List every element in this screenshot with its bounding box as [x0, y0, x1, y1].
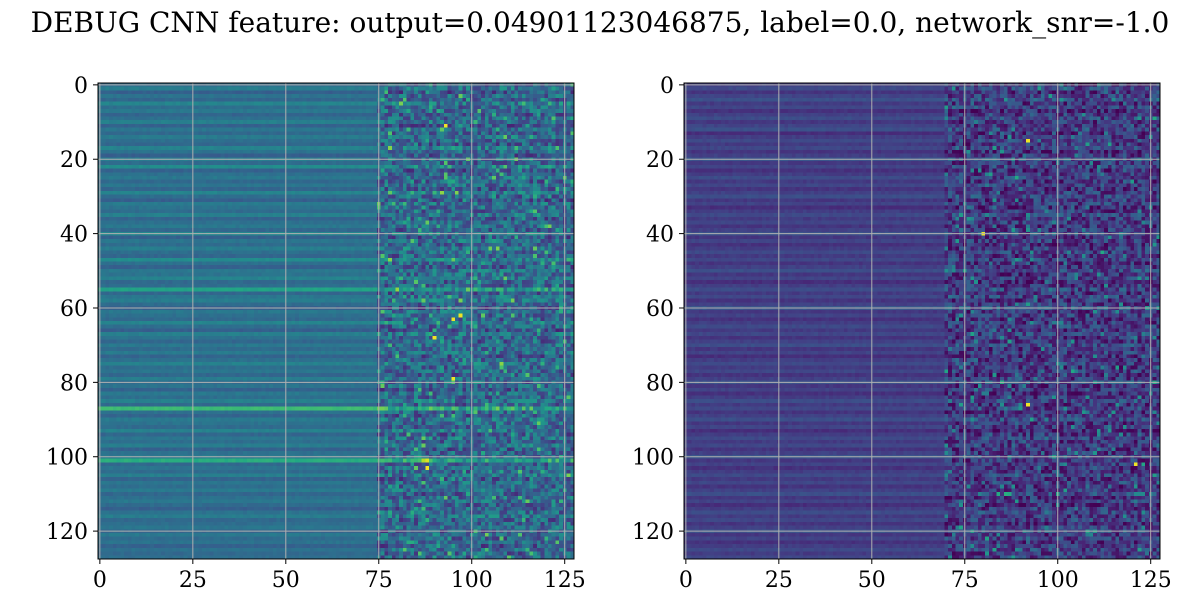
y-tick-label: 100	[46, 446, 88, 471]
axes-frame	[683, 82, 1161, 560]
heatmap-panel-right: 0 25 50 75 100 125 0 20 40 60 80 100 120	[632, 74, 1172, 593]
figure-title: DEBUG CNN feature: output=0.049011230468…	[30, 6, 1170, 39]
x-tick-label: 25	[179, 568, 207, 593]
heatmap-image	[98, 83, 574, 559]
y-tick-label: 20	[646, 148, 674, 173]
y-tick-label: 100	[632, 446, 674, 471]
x-tick-label: 50	[858, 568, 886, 593]
y-tick-label: 120	[46, 520, 88, 545]
x-tick-label: 50	[272, 568, 300, 593]
x-tick-label: 100	[1037, 568, 1079, 593]
y-tick-label: 60	[646, 297, 674, 322]
x-tick-label: 25	[765, 568, 793, 593]
y-tick-label: 40	[646, 223, 674, 248]
y-tick-label: 0	[74, 74, 88, 99]
y-tick-label: 120	[632, 520, 674, 545]
y-tick-label: 80	[60, 371, 88, 396]
axes-frame	[97, 82, 575, 560]
y-tick-label: 20	[60, 148, 88, 173]
x-tick-label: 75	[365, 568, 393, 593]
heatmap-panel-left: 0 25 50 75 100 125 0 20 40 60 80 100 120	[46, 74, 586, 593]
x-tick-label: 0	[679, 568, 693, 593]
x-tick-label: 0	[93, 568, 107, 593]
x-tick-label: 125	[1130, 568, 1172, 593]
y-tick-label: 60	[60, 297, 88, 322]
y-tick-label: 0	[660, 74, 674, 99]
y-tick-label: 80	[646, 371, 674, 396]
x-tick-label: 125	[544, 568, 586, 593]
heatmap-image	[684, 83, 1160, 559]
x-tick-label: 75	[951, 568, 979, 593]
y-tick-label: 40	[60, 223, 88, 248]
x-tick-label: 100	[451, 568, 493, 593]
